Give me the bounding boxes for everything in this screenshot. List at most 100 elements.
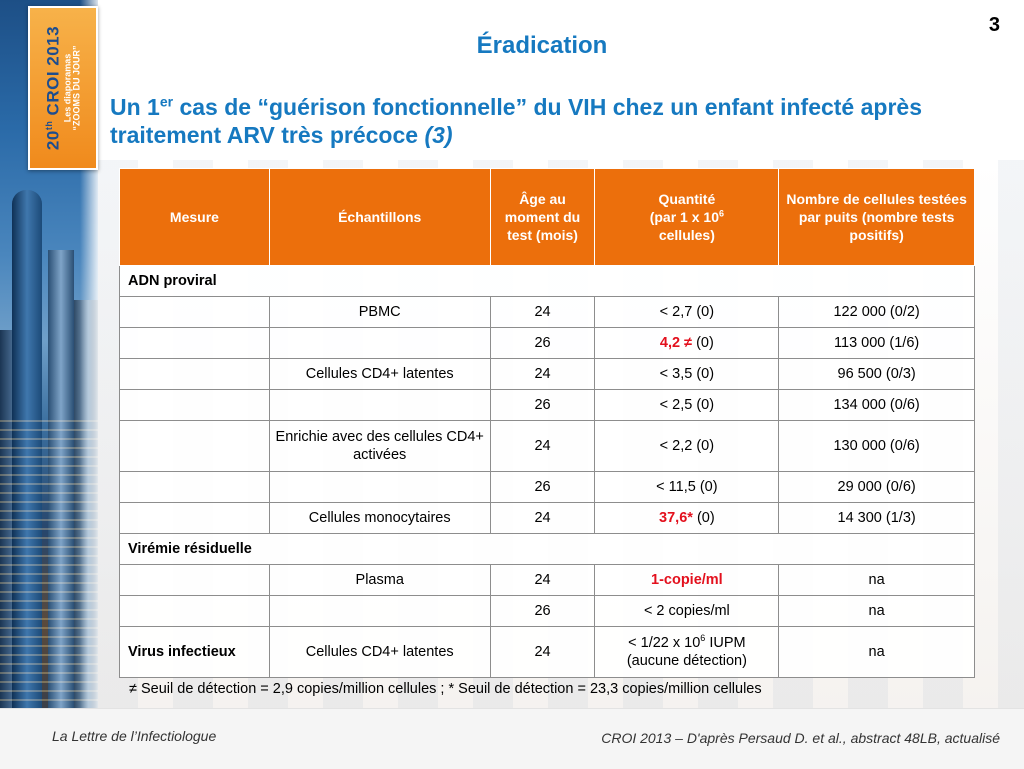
cell-echantillon: Enrichie avec des cellules CD4+ activées	[268, 420, 491, 472]
quantite-sup: 6	[700, 633, 706, 644]
cell-age: 26	[489, 327, 596, 359]
cell-nombre: na	[778, 564, 975, 596]
cell-age: 26	[489, 389, 596, 421]
table-header-row: Mesure Échantillons Âge au moment du tes…	[119, 168, 975, 266]
cell-nombre: na	[778, 595, 975, 627]
cell-quantite: < 2,5 (0)	[594, 389, 780, 421]
cell-nombre: 29 000 (0/6)	[778, 471, 975, 503]
section-row: ADN proviral	[119, 265, 975, 297]
cell-mesure	[119, 389, 270, 421]
cell-quantite: 37,6* (0)	[594, 502, 780, 534]
building-shape	[12, 190, 42, 708]
cell-quantite: < 2,2 (0)	[594, 420, 780, 472]
cell-nombre: 130 000 (0/6)	[778, 420, 975, 472]
header-quantite-sup: 6	[718, 208, 724, 219]
subtitle-part1: Un 1	[110, 94, 160, 120]
header-age: Âge au moment du test (mois)	[489, 168, 596, 266]
header-quantite-l3: cellules)	[658, 227, 715, 244]
cell-mesure	[119, 327, 270, 359]
highlight-value: 1-copie/ml	[651, 571, 723, 588]
cell-quantite: < 11,5 (0)	[594, 471, 780, 503]
cell-mesure	[119, 296, 270, 328]
table-row: Cellules monocytaires 24 37,6* (0) 14 30…	[119, 502, 975, 534]
cell-age: 24	[489, 420, 596, 472]
footer-band	[0, 708, 1024, 769]
section-row: Virémie résiduelle	[119, 533, 975, 565]
cell-nombre: 96 500 (0/3)	[778, 358, 975, 390]
page-number: 3	[988, 14, 1000, 36]
cell-quantite: 1-copie/ml	[594, 564, 780, 596]
subtitle-part2: cas de “guérison fonctionnelle” du VIH c…	[110, 94, 922, 149]
quantite-line1-rest: IUPM	[705, 635, 746, 652]
cell-quantite: < 3,5 (0)	[594, 358, 780, 390]
cell-quantite: < 2 copies/ml	[594, 595, 780, 627]
results-table: Mesure Échantillons Âge au moment du tes…	[119, 168, 975, 678]
cell-mesure	[119, 420, 270, 472]
cell-mesure: Virus infectieux	[119, 626, 270, 678]
cell-nombre: 14 300 (1/3)	[778, 502, 975, 534]
quantite-rest: (0)	[692, 334, 714, 351]
cell-age: 26	[489, 595, 596, 627]
cell-quantite: < 2,7 (0)	[594, 296, 780, 328]
cell-age: 24	[489, 296, 596, 328]
cell-echantillon: Cellules CD4+ latentes	[268, 626, 491, 678]
footer-journal: La Lettre de l’Infectiologue	[52, 728, 217, 744]
cell-age: 26	[489, 471, 596, 503]
highlight-value: 37,6*	[659, 509, 693, 526]
header-nombre: Nombre de cellules testées par puits (no…	[778, 168, 975, 266]
subtitle-sup: er	[159, 93, 174, 110]
slide-subtitle: Un 1er cas de “guérison fonctionnelle” d…	[110, 93, 990, 149]
table-row: PBMC 24 < 2,7 (0) 122 000 (0/2)	[119, 296, 975, 328]
table-row: 26 < 2,5 (0) 134 000 (0/6)	[119, 389, 975, 421]
cell-echantillon: Cellules CD4+ latentes	[268, 358, 491, 390]
header-quantite-l2: (par 1 x 10	[649, 208, 719, 225]
cell-echantillon: Cellules monocytaires	[268, 502, 491, 534]
quantite-rest: (0)	[692, 509, 715, 526]
cell-age: 24	[489, 564, 596, 596]
cell-nombre: 113 000 (1/6)	[778, 327, 975, 359]
cell-echantillon: Plasma	[268, 564, 491, 596]
cell-quantite: 4,2 ≠ (0)	[594, 327, 780, 359]
table-row: Enrichie avec des cellules CD4+ activées…	[119, 420, 975, 472]
cell-nombre: 122 000 (0/2)	[778, 296, 975, 328]
cell-echantillon	[268, 327, 491, 359]
quantite-line1: < 1/22 x 10	[628, 635, 701, 652]
slide-title: Éradication	[476, 32, 608, 59]
highlight-value: 4,2 ≠	[659, 334, 693, 351]
cell-mesure	[119, 471, 270, 503]
section-viremie-residuelle: Virémie résiduelle	[119, 533, 975, 565]
table-row: 26 < 2 copies/ml na	[119, 595, 975, 627]
band-fade	[80, 0, 98, 708]
cell-nombre: 134 000 (0/6)	[778, 389, 975, 421]
building-shape	[48, 250, 74, 708]
table-row: 26 4,2 ≠ (0) 113 000 (1/6)	[119, 327, 975, 359]
table-row: Cellules CD4+ latentes 24 < 3,5 (0) 96 5…	[119, 358, 975, 390]
croi-logo: 20th CROI 2013 Les diaporamas “ZOOMS DU …	[28, 6, 98, 170]
header-quantite-l1: Quantité	[658, 190, 716, 207]
cell-echantillon	[268, 595, 491, 627]
quantite-line2: (aucune détection)	[626, 653, 747, 670]
cell-mesure	[119, 502, 270, 534]
cell-mesure	[119, 564, 270, 596]
footer-source: CROI 2013 – D'après Persaud D. et al., a…	[601, 730, 1000, 746]
cell-age: 24	[489, 626, 596, 678]
cell-age: 24	[489, 502, 596, 534]
cell-age: 24	[489, 358, 596, 390]
subtitle-ref: (3)	[424, 122, 453, 149]
header-echantillons: Échantillons	[268, 168, 491, 266]
table-row: 26 < 11,5 (0) 29 000 (0/6)	[119, 471, 975, 503]
table-row: Virus infectieux Cellules CD4+ latentes …	[119, 626, 975, 678]
logo-number: 20	[43, 130, 63, 151]
cell-echantillon	[268, 389, 491, 421]
cell-mesure	[119, 595, 270, 627]
cell-echantillon: PBMC	[268, 296, 491, 328]
header-quantite: Quantité (par 1 x 106 cellules)	[594, 168, 780, 266]
table-footnote: ≠ Seuil de détection = 2,9 copies/millio…	[129, 681, 762, 697]
section-adn-proviral: ADN proviral	[119, 265, 975, 297]
cell-mesure	[119, 358, 270, 390]
cell-quantite: < 1/22 x 106 IUPM (aucune détection)	[594, 626, 780, 678]
logo-sup: th	[43, 120, 54, 131]
table-row: Plasma 24 1-copie/ml na	[119, 564, 975, 596]
header-mesure: Mesure	[119, 168, 270, 266]
cell-echantillon	[268, 471, 491, 503]
